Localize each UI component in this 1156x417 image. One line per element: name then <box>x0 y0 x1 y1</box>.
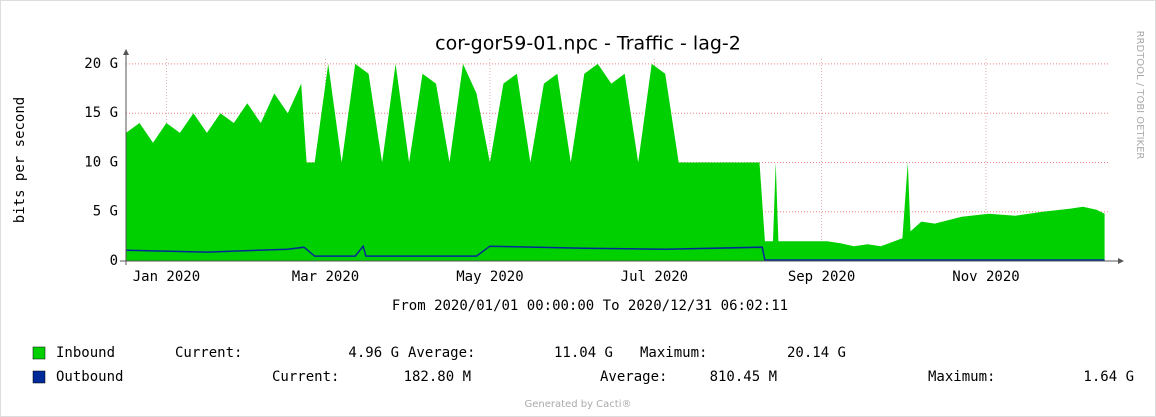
area <box>126 63 1105 262</box>
stat-label: Average: <box>600 369 667 385</box>
y-tick-label: 0 <box>110 253 118 269</box>
y-tick-label: 10 G <box>84 154 118 170</box>
y-tick-label: 20 G <box>84 56 118 72</box>
stat-label: Maximum: <box>640 345 707 361</box>
stat-value: 182.80 M <box>404 369 471 385</box>
side-note: RRDTOOL / TOBI OETIKER <box>1134 31 1145 160</box>
legend-swatch <box>32 370 46 384</box>
x-tick-label: Sep 2020 <box>788 269 855 285</box>
y-arrow <box>123 49 129 55</box>
x-tick-label: Jul 2020 <box>621 269 688 285</box>
footer: Generated by Cacti® <box>525 399 632 410</box>
stat-label: Maximum: <box>928 369 995 385</box>
stat-value: 810.45 M <box>710 369 777 385</box>
subtitle: From 2020/01/01 00:00:00 To 2020/12/31 0… <box>392 298 788 314</box>
x-arrow <box>1118 258 1124 264</box>
stat-label: Current: <box>272 369 339 385</box>
legend-swatch <box>32 346 46 360</box>
x-tick-label: Mar 2020 <box>292 269 359 285</box>
line <box>125 244 1105 261</box>
x-tick-label: May 2020 <box>456 269 523 285</box>
stat-value: 11.04 G <box>554 345 613 361</box>
stat-value: 1.64 G <box>1083 369 1134 385</box>
chart-title: cor-gor59-01.npc - Traffic - lag-2 <box>435 33 741 55</box>
y-axis-label: bits per second <box>12 97 28 223</box>
x-tick-label: Jan 2020 <box>133 269 200 285</box>
y-tick-label: 15 G <box>84 105 118 121</box>
y-tick-label: 5 G <box>93 204 118 220</box>
legend-label: Outbound <box>56 369 123 385</box>
x-tick-label: Nov 2020 <box>952 269 1019 285</box>
stat-value: 4.96 G <box>348 345 399 361</box>
stat-value: 20.14 G <box>787 345 846 361</box>
stat-label: Average: <box>408 345 475 361</box>
stat-label: Current: <box>175 345 242 361</box>
legend-label: Inbound <box>56 345 115 361</box>
